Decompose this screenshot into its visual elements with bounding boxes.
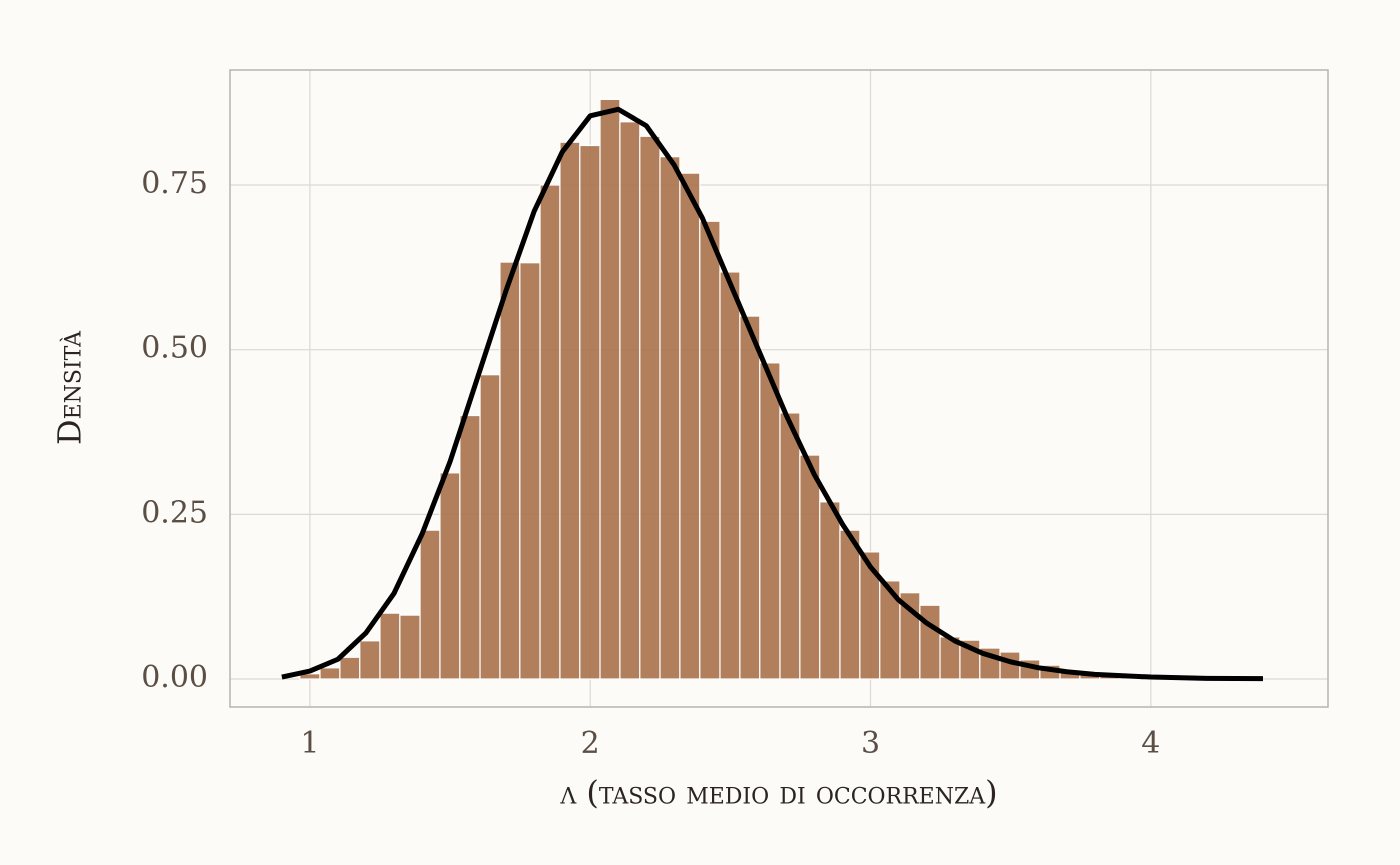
bar bbox=[719, 271, 741, 680]
bar bbox=[399, 614, 421, 680]
bar bbox=[499, 261, 521, 680]
bar bbox=[759, 362, 781, 680]
bar bbox=[919, 604, 941, 680]
bar bbox=[599, 98, 621, 680]
y-tick-label: 0.50 bbox=[141, 331, 208, 366]
bar bbox=[439, 472, 461, 680]
bar bbox=[339, 656, 361, 680]
bar bbox=[739, 315, 761, 680]
x-axis-title: λ (tasso medio di occorrenza) bbox=[559, 774, 997, 812]
bar bbox=[519, 262, 541, 680]
y-tick-label: 0.25 bbox=[141, 495, 208, 530]
density-curve bbox=[281, 106, 1263, 682]
bar bbox=[699, 220, 721, 680]
curve bbox=[281, 106, 1263, 682]
labels: 0.00 0.25 0.50 0.75 1 2 3 4 bbox=[141, 166, 1160, 761]
x-tick-label: 2 bbox=[581, 726, 600, 761]
y-tick-label: 0.00 bbox=[141, 660, 208, 695]
x-tick-label: 1 bbox=[300, 726, 319, 761]
bar bbox=[319, 667, 341, 680]
bar bbox=[799, 454, 821, 680]
x-tick-label: 4 bbox=[1141, 726, 1160, 761]
bars bbox=[299, 98, 1141, 680]
bar bbox=[359, 640, 381, 680]
bar bbox=[579, 144, 601, 680]
bar bbox=[639, 135, 661, 680]
bar bbox=[819, 501, 841, 680]
bar bbox=[679, 172, 701, 680]
bar bbox=[539, 184, 561, 680]
bar bbox=[779, 412, 801, 680]
bar bbox=[459, 414, 481, 680]
bar bbox=[379, 612, 401, 680]
bar bbox=[419, 529, 441, 680]
y-axis-title: Densità bbox=[51, 330, 89, 445]
bar bbox=[619, 121, 641, 680]
y-tick-label: 0.75 bbox=[141, 166, 208, 201]
bar bbox=[839, 529, 861, 680]
bar bbox=[479, 374, 501, 680]
bar bbox=[559, 141, 581, 680]
panel-border bbox=[229, 69, 1329, 708]
bar bbox=[659, 156, 681, 680]
x-tick-label: 3 bbox=[861, 726, 880, 761]
